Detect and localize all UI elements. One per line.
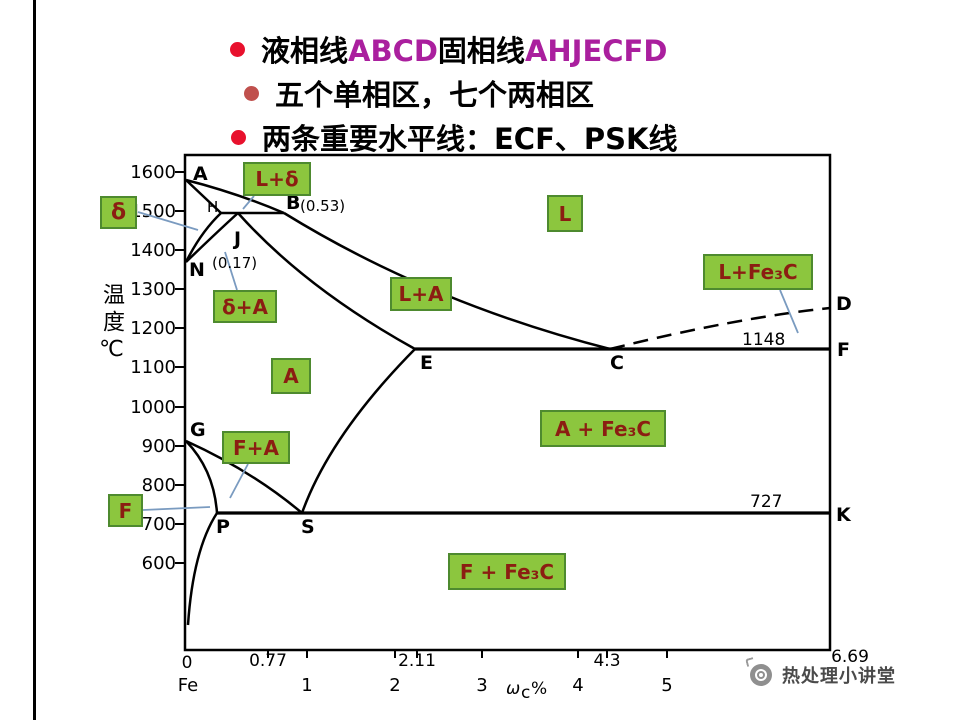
bullet-dot-icon	[230, 41, 245, 57]
point-D: D	[836, 293, 852, 315]
x-tick-label: 5	[661, 675, 672, 696]
slide-left-border	[33, 0, 36, 720]
y-tick-label: 1000	[130, 397, 176, 418]
leader-f-a	[229, 463, 249, 499]
line-es	[300, 348, 416, 514]
region-label-l-fe3c: L+Fe₃C	[703, 254, 813, 290]
plot-frame	[183, 153, 832, 652]
phase-boundary-lines	[184, 178, 831, 626]
x-special-label: 4.3	[593, 651, 620, 671]
bullet-1-seg2: ABCD	[348, 34, 438, 68]
point-G: G	[190, 419, 206, 441]
y-tick-label: 1500	[130, 201, 176, 222]
point-H: H	[207, 198, 218, 216]
point-A: A	[193, 163, 208, 185]
bullet-line-2: 五个单相区，七个两相区	[244, 72, 594, 114]
y-axis-title: 温度℃	[99, 283, 124, 367]
y-tick-label: 1200	[130, 318, 176, 339]
y-tick-label: 900	[142, 436, 176, 457]
leader-f	[142, 506, 211, 511]
y-tick-label: 1300	[130, 279, 176, 300]
region-label-f-a: F+A	[222, 431, 290, 464]
x-fe-label: Fe	[178, 675, 198, 696]
x-special-label: 2.11	[398, 651, 436, 671]
line-nh	[184, 212, 222, 263]
point-J: J	[232, 228, 241, 250]
y-tick-label: 1600	[130, 162, 176, 183]
camera-lens-icon	[745, 657, 774, 688]
leader-l-fe3c	[779, 289, 799, 334]
point-F: F	[837, 339, 850, 361]
bullet-1-seg4: AHJECFD	[524, 34, 668, 68]
bullet-3-text: 两条重要水平线：ECF、PSK线	[262, 122, 678, 156]
bullet-line-3: 两条重要水平线：ECF、PSK线	[231, 116, 678, 158]
bullet-1-text: 液相线ABCD固相线AHJECFD	[261, 28, 667, 70]
region-label-delta: δ	[100, 196, 137, 229]
y-tick-label: 600	[142, 553, 176, 574]
solidus-je	[237, 212, 416, 351]
x-special-label: 6.69	[831, 647, 869, 667]
region-label-l-a: L+A	[390, 277, 452, 311]
x-axis-title-sub: c	[521, 683, 530, 703]
line-nj	[185, 212, 239, 263]
x-tick-label: 2	[389, 675, 400, 696]
region-label-f-fe3c: F + Fe₃C	[448, 553, 566, 590]
point-E: E	[420, 352, 433, 374]
y-tick-label: 1400	[130, 240, 176, 261]
region-label-delta-a: δ+A	[213, 290, 277, 323]
bullet-dot-icon	[244, 85, 259, 101]
liquidus-cd-dashed	[609, 306, 831, 351]
point-B-value: (0.53)	[300, 197, 345, 215]
x-tick-label: 1	[301, 675, 312, 696]
x-axis-title-percent: %	[531, 679, 547, 699]
region-label-ferrite: F	[108, 494, 143, 527]
point-labels: A H B (0.53) J (0.17) N D F E C G P S K …	[189, 163, 852, 538]
x-origin-label: 0	[182, 653, 193, 673]
point-B: B	[286, 192, 300, 214]
label-leader-lines	[137, 195, 799, 511]
point-S: S	[301, 516, 315, 538]
solidus-ah	[185, 179, 222, 214]
leader-l-delta	[242, 195, 255, 210]
y-axis-labels: 1600 1500 1400 1300 1200 1100 1000 900 8…	[130, 162, 176, 574]
region-label-l-delta: L+δ	[243, 162, 311, 196]
region-label-a-fe3c: A + Fe₃C	[540, 410, 666, 447]
y-tick-label: 1100	[130, 357, 176, 378]
region-label-austenite: A	[271, 358, 311, 394]
y-tick-label: 700	[142, 514, 176, 535]
x-special-label: 0.77	[249, 651, 287, 671]
region-label-liquid: L	[547, 195, 583, 232]
watermark-text: 热处理小讲堂	[782, 666, 896, 687]
x-axis-title-omega: ω	[506, 679, 520, 699]
x-axis-labels: 0 0.77 2.11 4.3 6.69 Fe 1 2 3 4 5 ω c %	[178, 647, 869, 703]
x-tick-label: 3	[476, 675, 487, 696]
line-gs	[185, 439, 303, 514]
bullet-line-1: 液相线ABCD固相线AHJECFD	[230, 28, 667, 70]
y-axis-tickmarks	[175, 171, 185, 564]
bullet-2-text: 五个单相区，七个两相区	[275, 78, 595, 112]
point-P: P	[216, 516, 230, 538]
point-J-value: (0.17)	[212, 254, 257, 272]
bullet-dot-icon	[231, 129, 246, 145]
point-K: K	[836, 504, 852, 526]
y-tick-label: 800	[142, 475, 176, 496]
x-axis-tickmarks	[267, 650, 668, 658]
line-pq	[186, 512, 219, 626]
liquidus-ab	[185, 178, 285, 215]
psk-temperature: 727	[750, 492, 782, 512]
line-gp	[185, 440, 219, 514]
x-tick-label: 4	[572, 675, 583, 696]
point-N: N	[189, 259, 205, 281]
ecf-temperature: 1148	[742, 330, 785, 350]
leader-delta-a	[224, 251, 238, 291]
watermark: 热处理小讲堂	[745, 657, 896, 688]
point-C: C	[610, 352, 624, 374]
leader-delta	[137, 211, 199, 231]
bullet-1-seg3: 固相线	[437, 34, 525, 68]
bullet-1-seg1: 液相线	[261, 34, 349, 68]
